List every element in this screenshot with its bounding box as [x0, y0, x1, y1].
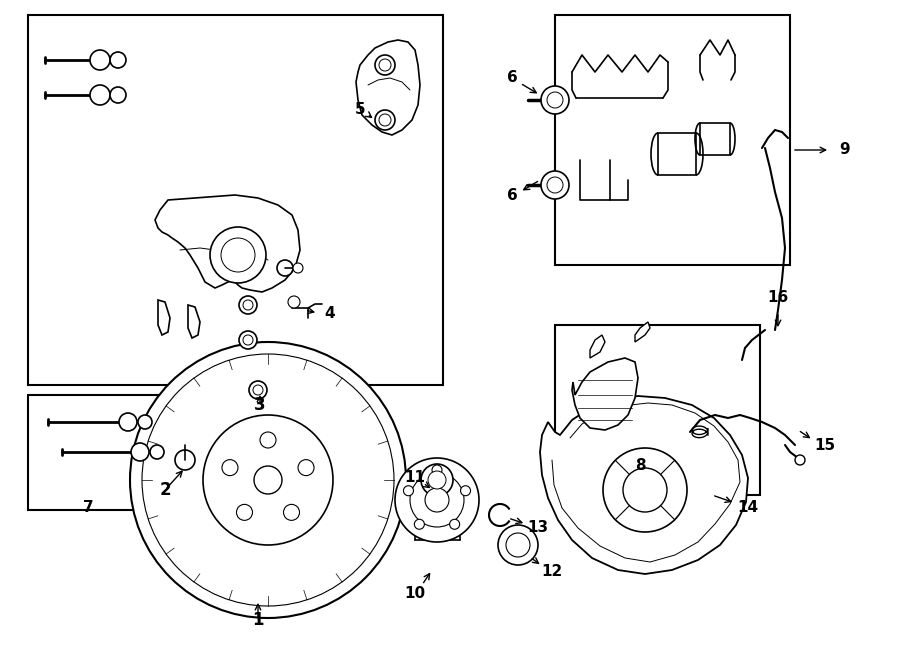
Circle shape — [410, 473, 464, 527]
Text: 7: 7 — [83, 500, 94, 516]
Circle shape — [288, 296, 300, 308]
Circle shape — [130, 342, 406, 618]
Circle shape — [175, 450, 195, 470]
Circle shape — [110, 52, 126, 68]
Circle shape — [237, 504, 253, 520]
Circle shape — [260, 432, 276, 448]
Circle shape — [210, 227, 266, 283]
Circle shape — [243, 300, 253, 310]
Circle shape — [239, 331, 257, 349]
Bar — [555, 325, 760, 495]
Polygon shape — [590, 335, 605, 358]
Circle shape — [541, 86, 569, 114]
Circle shape — [547, 92, 563, 108]
Circle shape — [379, 59, 391, 71]
Polygon shape — [356, 40, 420, 135]
Circle shape — [138, 415, 152, 429]
Circle shape — [428, 471, 446, 489]
Circle shape — [150, 445, 164, 459]
Circle shape — [450, 520, 460, 529]
Text: 12: 12 — [542, 564, 562, 580]
Circle shape — [277, 260, 293, 276]
Polygon shape — [158, 300, 170, 335]
Circle shape — [131, 443, 149, 461]
Circle shape — [119, 413, 137, 431]
Circle shape — [425, 488, 449, 512]
Circle shape — [254, 466, 282, 494]
Bar — [555, 15, 790, 265]
Text: 5: 5 — [355, 102, 365, 118]
Circle shape — [375, 55, 395, 75]
Circle shape — [541, 171, 569, 199]
Text: 1: 1 — [252, 611, 264, 629]
Circle shape — [293, 263, 303, 273]
Circle shape — [284, 504, 300, 520]
Text: 16: 16 — [768, 290, 788, 305]
Circle shape — [249, 381, 267, 399]
Text: 10: 10 — [404, 586, 426, 600]
Polygon shape — [635, 322, 650, 342]
Polygon shape — [155, 195, 300, 292]
Circle shape — [498, 525, 538, 565]
Text: 6: 6 — [507, 188, 517, 202]
Text: 14: 14 — [737, 500, 759, 516]
Circle shape — [432, 465, 442, 475]
Bar — [658, 133, 696, 175]
Circle shape — [222, 459, 238, 476]
Circle shape — [421, 464, 453, 496]
Circle shape — [547, 177, 563, 193]
Text: 8: 8 — [634, 457, 645, 473]
Circle shape — [375, 110, 395, 130]
Circle shape — [403, 486, 413, 496]
Text: 6: 6 — [507, 71, 517, 85]
Text: 15: 15 — [814, 438, 835, 453]
Bar — [700, 123, 730, 155]
Circle shape — [395, 458, 479, 542]
Circle shape — [239, 296, 257, 314]
Circle shape — [795, 455, 805, 465]
Circle shape — [90, 85, 110, 105]
Polygon shape — [540, 396, 748, 574]
Circle shape — [253, 385, 263, 395]
Circle shape — [243, 335, 253, 345]
Circle shape — [623, 468, 667, 512]
Circle shape — [110, 87, 126, 103]
Text: 2: 2 — [159, 481, 171, 499]
Text: 3: 3 — [254, 396, 266, 414]
Circle shape — [461, 486, 471, 496]
Circle shape — [506, 533, 530, 557]
Circle shape — [379, 114, 391, 126]
Circle shape — [142, 354, 394, 606]
Polygon shape — [572, 358, 638, 430]
Circle shape — [603, 448, 687, 532]
Text: 13: 13 — [527, 520, 549, 535]
Circle shape — [90, 50, 110, 70]
Circle shape — [298, 459, 314, 476]
Circle shape — [221, 238, 255, 272]
Circle shape — [203, 415, 333, 545]
Text: 4: 4 — [325, 305, 336, 321]
Text: 9: 9 — [840, 143, 850, 157]
Circle shape — [414, 520, 425, 529]
Polygon shape — [188, 305, 200, 338]
Bar — [28, 395, 228, 510]
Bar — [28, 15, 443, 385]
Text: 11: 11 — [404, 471, 426, 485]
